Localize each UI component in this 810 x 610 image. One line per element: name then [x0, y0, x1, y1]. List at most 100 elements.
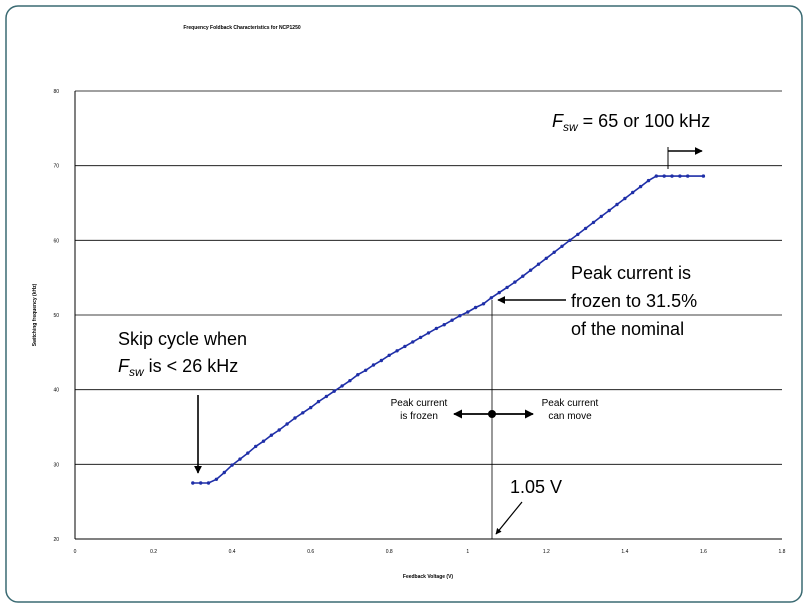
- data-point: [285, 422, 289, 426]
- data-point: [505, 285, 509, 290]
- data-point: [324, 394, 329, 399]
- data-point: [631, 190, 635, 195]
- data-point: [466, 310, 470, 314]
- data-point: [568, 238, 572, 242]
- chart-frame: Frequency Foldback Characteristics for N…: [4, 4, 804, 604]
- x-tick-label: 1: [466, 549, 469, 555]
- data-point: [576, 232, 580, 237]
- data-point: [387, 353, 391, 357]
- data-point: [332, 389, 336, 393]
- y-tick-label: 40: [53, 388, 59, 394]
- data-point: [371, 363, 376, 367]
- data-point: [591, 220, 596, 225]
- data-point: [521, 274, 525, 278]
- data-point: [678, 174, 682, 178]
- frozen-label-line2: is frozen: [400, 411, 438, 422]
- data-point: [638, 184, 643, 189]
- x-tick-labels: 0 0.2 0.4 0.6 0.8 1 1.2 1.4 1.6 1.8: [74, 549, 786, 555]
- data-point: [269, 433, 274, 437]
- data-point: [623, 196, 627, 201]
- data-point: [191, 481, 195, 485]
- data-point: [599, 214, 603, 219]
- data-point: [701, 174, 706, 178]
- data-point: [277, 428, 281, 432]
- x-tick-label: 0.6: [307, 549, 314, 555]
- move-label-line2: can move: [548, 411, 592, 422]
- data-point: [544, 256, 548, 260]
- data-point: [340, 384, 344, 388]
- data-point: [670, 174, 674, 178]
- series-points: [191, 174, 706, 485]
- data-point: [364, 368, 368, 372]
- x-tick-label: 1.8: [779, 549, 786, 555]
- y-tick-label: 70: [53, 164, 59, 170]
- data-point: [254, 444, 258, 449]
- data-point: [552, 250, 556, 254]
- fsw-annotation: Fsw = 65 or 100 kHz: [552, 111, 710, 134]
- data-point: [356, 373, 360, 377]
- chart-border: [5, 5, 803, 603]
- data-point: [607, 208, 611, 213]
- x-tick-label: 1.4: [621, 549, 628, 555]
- data-point: [473, 305, 478, 310]
- data-point: [348, 379, 352, 383]
- voltage-marker-arrow: [495, 501, 523, 535]
- data-point: [230, 463, 234, 467]
- data-point: [489, 296, 493, 300]
- data-point: [646, 178, 651, 183]
- frozen-label-line1: Peak current: [391, 398, 448, 409]
- data-point: [458, 314, 462, 318]
- y-tick-labels: 20 30 40 50 60 70 80: [53, 89, 59, 543]
- skip-cycle-line1: Skip cycle when: [118, 329, 247, 349]
- data-point: [309, 405, 313, 410]
- data-point: [379, 358, 384, 363]
- gridlines: [75, 90, 782, 465]
- peak-current-line2: frozen to 31.5%: [571, 291, 697, 311]
- data-point: [434, 326, 439, 331]
- data-point: [238, 457, 242, 461]
- y-tick-label: 50: [53, 313, 59, 319]
- data-point: [293, 416, 297, 420]
- data-point: [536, 262, 541, 266]
- data-point: [403, 344, 407, 349]
- data-point: [481, 302, 486, 306]
- x-tick-label: 0.8: [386, 549, 393, 555]
- chart-title: Frequency Foldback Characteristics for N…: [183, 25, 300, 31]
- data-point: [206, 481, 211, 485]
- y-tick-label: 80: [53, 89, 59, 95]
- data-point: [528, 268, 533, 272]
- y-tick-label: 60: [53, 238, 59, 244]
- x-tick-label: 0.4: [229, 549, 236, 555]
- voltage-marker-label: 1.05 V: [510, 477, 562, 497]
- x-tick-label: 0: [74, 549, 77, 555]
- move-label-line1: Peak current: [542, 398, 599, 409]
- data-point: [426, 331, 431, 335]
- data-point: [450, 318, 454, 322]
- data-point: [686, 174, 690, 178]
- data-point: [246, 451, 250, 455]
- data-point: [411, 340, 415, 344]
- x-tick-label: 1.6: [700, 549, 707, 555]
- data-point: [442, 323, 446, 327]
- data-point: [662, 174, 666, 178]
- data-point: [222, 470, 226, 475]
- data-point: [654, 174, 658, 178]
- data-point: [214, 477, 219, 481]
- data-point: [615, 202, 619, 207]
- x-axis-label: Feedback Voltage (V): [403, 574, 454, 580]
- data-point: [301, 411, 305, 415]
- y-tick-label: 30: [53, 462, 59, 468]
- data-point: [583, 226, 588, 231]
- y-axis-label: Switching frequency (kHz): [32, 283, 38, 346]
- peak-current-line1: Peak current is: [571, 263, 691, 283]
- data-point: [513, 280, 517, 284]
- data-point: [497, 290, 501, 295]
- transition-point: [488, 410, 496, 418]
- data-point: [199, 481, 203, 485]
- skip-cycle-line2: Fsw is < 26 kHz: [118, 356, 238, 379]
- x-tick-label: 1.2: [543, 549, 550, 555]
- data-point: [261, 439, 266, 443]
- data-point: [395, 349, 399, 353]
- data-point: [560, 244, 564, 248]
- y-tick-label: 20: [53, 537, 59, 543]
